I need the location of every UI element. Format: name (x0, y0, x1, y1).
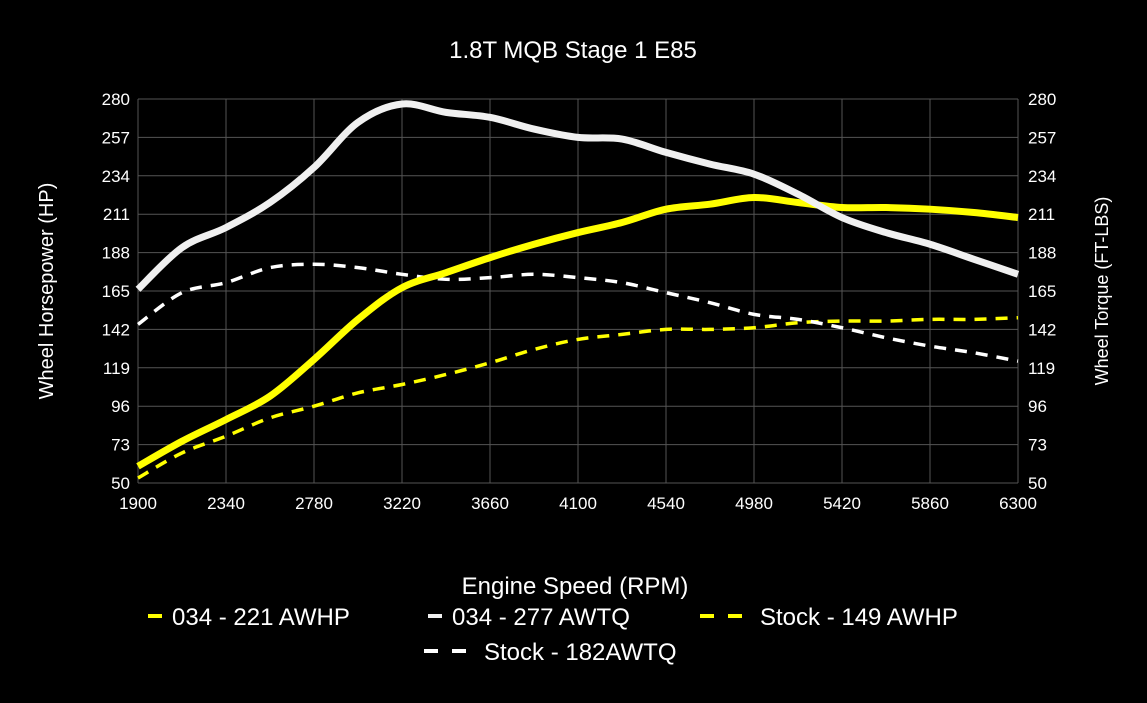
x-tick-label: 4100 (559, 494, 597, 513)
series-line-2 (137, 315, 1019, 480)
y2-tick-label: 119 (1028, 359, 1055, 378)
y2-tick-label: 280 (1028, 90, 1056, 109)
x-tick-label: 1900 (119, 494, 157, 513)
x-axis-label: Engine Speed (RPM) (462, 573, 689, 600)
legend-label-3: Stock - 182AWTQ (484, 639, 677, 666)
series-line-0 (136, 194, 1019, 470)
x-tick-label: 2340 (207, 494, 245, 513)
x-tick-label: 4540 (647, 494, 685, 513)
legend: 034 - 221 AWHP 034 - 277 AWTQ Stock - 149 … (148, 604, 958, 666)
grid (137, 98, 1019, 484)
x-axis-ticks: 1900 2340 2780 3220 3660 4100 4540 4980 5420 5860… (119, 494, 1037, 513)
y-tick-label: 119 (103, 359, 130, 378)
y2-axis-ticks: 50 73 96 119 142 165 188 211 234 257 280 (1028, 90, 1056, 493)
y-tick-label: 211 (103, 205, 130, 224)
y-axis-label: Wheel Horsepower (HP) (36, 183, 58, 400)
legend-label-1: 034 - 277 AWTQ (452, 604, 630, 631)
series-lines (135, 100, 1020, 480)
x-tick-label: 5420 (823, 494, 861, 513)
y2-tick-label: 188 (1028, 244, 1056, 263)
x-tick-label: 3660 (471, 494, 509, 513)
y-tick-label: 257 (102, 128, 130, 147)
y-tick-label: 96 (111, 397, 130, 416)
legend-label-2: Stock - 149 AWHP (760, 604, 958, 631)
x-tick-label: 3220 (383, 494, 421, 513)
y2-tick-label: 211 (1028, 205, 1055, 224)
y2-tick-label: 50 (1028, 474, 1047, 493)
y2-axis-label: Wheel Torque (FT-LBS) (1092, 197, 1112, 386)
y2-tick-label: 96 (1028, 397, 1047, 416)
y2-tick-label: 142 (1028, 320, 1056, 339)
y-tick-label: 280 (102, 90, 130, 109)
series-line-1 (135, 100, 1020, 292)
y-tick-label: 73 (111, 436, 130, 455)
y-tick-label: 142 (102, 320, 130, 339)
y2-tick-label: 257 (1028, 128, 1056, 147)
legend-label-0: 034 - 221 AWHP (172, 604, 350, 631)
y2-tick-label: 165 (1028, 282, 1056, 301)
x-tick-label: 2780 (295, 494, 333, 513)
x-tick-label: 4980 (735, 494, 773, 513)
y-tick-label: 188 (102, 244, 130, 263)
x-tick-label: 5860 (911, 494, 949, 513)
y-axis-ticks: 50 73 96 119 142 165 188 211 234 257 280 (102, 90, 130, 493)
y-tick-label: 234 (102, 167, 130, 186)
chart-title: 1.8T MQB Stage 1 E85 (449, 37, 697, 64)
y-tick-label: 50 (111, 474, 130, 493)
series-line-3 (136, 262, 1019, 363)
x-tick-label: 6300 (999, 494, 1037, 513)
y2-tick-label: 73 (1028, 436, 1047, 455)
y2-tick-label: 234 (1028, 167, 1056, 186)
y-tick-label: 165 (102, 282, 130, 301)
